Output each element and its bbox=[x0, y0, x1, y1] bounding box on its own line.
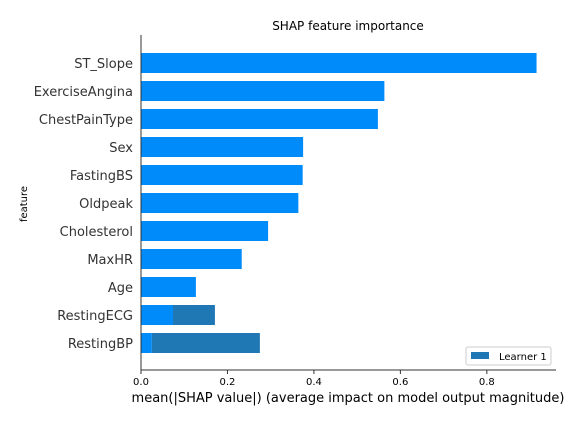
category-label-maxhr: MaxHR bbox=[87, 253, 133, 268]
bar-fastingbs-series-0 bbox=[141, 165, 303, 185]
bar-st-slope-series-0 bbox=[141, 53, 537, 73]
category-label-sex: Sex bbox=[109, 141, 133, 156]
legend-label: Learner 1 bbox=[499, 352, 547, 363]
category-label-exerciseangina: ExerciseAngina bbox=[34, 85, 133, 100]
y-axis-label: feature bbox=[19, 186, 30, 222]
category-label-chestpaintype: ChestPainType bbox=[39, 113, 133, 128]
x-tick-label: 0.6 bbox=[392, 377, 408, 388]
x-axis-label: mean(|SHAP value|) (average impact on mo… bbox=[132, 391, 565, 406]
legend-frame bbox=[465, 346, 552, 366]
category-label-oldpeak: Oldpeak bbox=[79, 197, 133, 212]
bar-restingecg-series-0 bbox=[141, 305, 173, 325]
category-label-st-slope: ST_Slope bbox=[74, 57, 133, 72]
category-label-cholesterol: Cholesterol bbox=[60, 225, 133, 240]
category-label-restingecg: RestingECG bbox=[57, 309, 133, 324]
x-ticks: 0.0 0.2 0.4 0.6 0.8 bbox=[133, 370, 495, 388]
bar-restingbp-series-1 bbox=[151, 333, 260, 353]
x-tick-label: 0.8 bbox=[479, 377, 495, 388]
x-tick-label: 0.0 bbox=[133, 377, 149, 388]
bar-sex-series-0 bbox=[141, 137, 304, 157]
category-label-fastingbs: FastingBS bbox=[70, 169, 133, 184]
bar-restingbp-series-0 bbox=[141, 333, 152, 353]
bar-oldpeak-series-0 bbox=[141, 193, 299, 213]
bar-maxhr-series-0 bbox=[141, 249, 242, 269]
x-tick-label: 0.4 bbox=[306, 377, 322, 388]
category-label-restingbp: RestingBP bbox=[68, 337, 133, 352]
bar-age-series-0 bbox=[141, 277, 196, 297]
bar-chestpaintype-series-0 bbox=[141, 109, 378, 129]
legend-swatch bbox=[471, 352, 489, 359]
category-label-age: Age bbox=[108, 281, 133, 296]
legend: Learner 1 bbox=[465, 346, 552, 366]
category-labels: ST_Slope ExerciseAngina ChestPainType Sex Fa… bbox=[34, 57, 134, 352]
bar-restingecg-series-1 bbox=[172, 305, 215, 325]
bar-cholesterol-series-0 bbox=[141, 221, 269, 241]
bars-group bbox=[141, 53, 537, 353]
x-tick-label: 0.2 bbox=[220, 377, 236, 388]
bar-exerciseangina-series-0 bbox=[141, 81, 385, 101]
chart-title: SHAP feature importance bbox=[272, 19, 424, 33]
